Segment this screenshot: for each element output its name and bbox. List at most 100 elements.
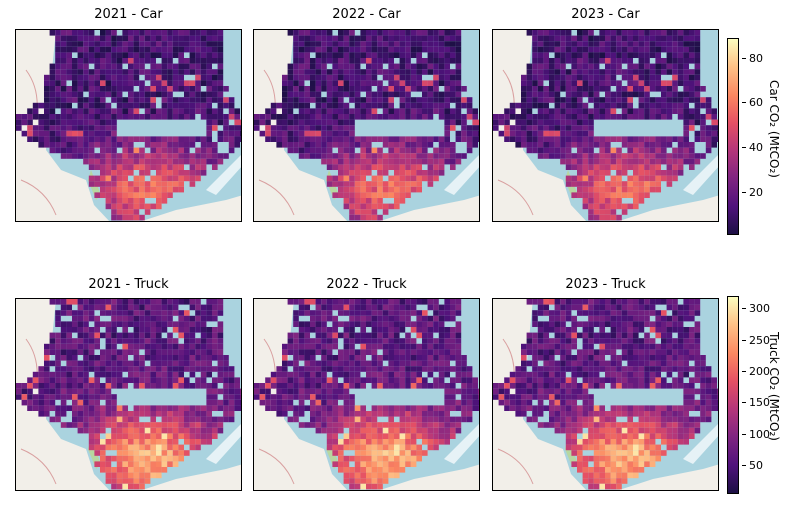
heat-cell: [206, 349, 212, 355]
heat-cell: [139, 483, 145, 490]
heat-cell: [599, 332, 605, 339]
heat-cell: [150, 108, 156, 114]
heat-cell: [377, 483, 383, 490]
heat-cell: [111, 349, 117, 355]
heat-cell: [122, 203, 128, 210]
heat-cell: [571, 371, 577, 378]
heat-cell: [571, 343, 577, 350]
heat-cell: [144, 97, 151, 103]
heat-cell: [649, 343, 656, 350]
heat-cell: [498, 119, 505, 126]
heat-cell: [105, 80, 112, 86]
heat-cell: [450, 119, 456, 126]
heat-cell: [200, 355, 207, 361]
heat-cell: [349, 170, 355, 176]
heat-cell: [677, 97, 684, 103]
heat-cell: [343, 203, 350, 210]
heat-cell: [293, 360, 299, 367]
heat-cell: [705, 102, 712, 109]
heat-cell: [560, 80, 566, 86]
heat-cell: [354, 411, 361, 417]
heat-cell: [315, 63, 322, 70]
heat-cell: [354, 439, 361, 445]
heat-cell: [394, 467, 400, 473]
heat-cell: [621, 86, 628, 92]
heat-cell: [450, 355, 456, 361]
heat-cell: [633, 371, 639, 378]
heat-cell: [633, 444, 639, 451]
map-panel-2022-car[interactable]: [253, 29, 480, 222]
heat-cell: [388, 299, 394, 305]
map-panel-2023-truck[interactable]: [492, 298, 719, 491]
heat-cell: [655, 349, 661, 355]
heat-cell: [212, 119, 218, 126]
heat-cell: [217, 153, 224, 159]
heat-cell: [610, 349, 617, 355]
heat-cell: [549, 80, 555, 86]
heat-cell: [60, 383, 67, 389]
heat-cell: [156, 377, 162, 383]
heat-cell: [582, 198, 589, 204]
heat-cell: [366, 209, 372, 215]
heat-cell: [422, 416, 428, 423]
heat-cell: [366, 102, 372, 109]
heat-cell: [100, 80, 106, 86]
heat-cell: [72, 399, 78, 406]
heat-cell: [366, 35, 372, 42]
map-panel-2021-car[interactable]: [15, 29, 242, 222]
heat-cell: [616, 147, 622, 154]
heat-cell: [150, 377, 156, 383]
heat-cell: [655, 52, 661, 58]
basemap-island: [444, 424, 479, 464]
heat-cell: [532, 130, 538, 137]
map-panel-2023-car[interactable]: [492, 29, 719, 222]
heat-cell: [326, 147, 333, 154]
heat-cell: [571, 366, 577, 372]
heat-cell: [582, 299, 589, 305]
heat-cell: [593, 80, 600, 86]
heatmap-2022-truck: [254, 299, 479, 490]
heat-cell: [354, 383, 361, 389]
heat-cell: [450, 394, 456, 400]
heat-cell: [560, 377, 566, 383]
heat-cell: [599, 304, 605, 311]
heat-cell: [582, 175, 589, 182]
heat-cell: [55, 80, 61, 86]
heat-cell: [360, 310, 366, 316]
heat-cell: [638, 439, 645, 445]
heat-cell: [694, 158, 701, 165]
heat-cell: [655, 147, 661, 154]
heat-cell: [582, 321, 589, 327]
heat-cell: [455, 343, 462, 350]
heat-cell: [655, 170, 661, 176]
map-panel-2022-truck[interactable]: [253, 298, 480, 491]
heat-cell: [189, 58, 196, 64]
heat-cell: [206, 108, 212, 114]
heat-cell: [133, 304, 140, 311]
heat-cell: [338, 422, 344, 428]
heat-cell: [638, 310, 645, 316]
heat-cell: [633, 63, 639, 70]
map-panel-2021-truck[interactable]: [15, 298, 242, 491]
heat-cell: [49, 80, 56, 86]
heat-cell: [416, 35, 422, 42]
heat-cell: [282, 130, 288, 137]
heat-cell: [433, 433, 439, 439]
heat-cell: [509, 130, 516, 137]
heat-cell: [105, 405, 112, 411]
heat-cell: [100, 388, 106, 395]
heat-cell: [515, 136, 521, 142]
heat-cell: [156, 153, 162, 159]
heat-cell: [394, 181, 400, 187]
heat-cell: [655, 63, 661, 70]
heat-cell: [416, 41, 422, 47]
heat-cell: [532, 405, 538, 411]
heat-cell: [427, 58, 434, 64]
heat-cell: [705, 136, 712, 142]
heat-cell: [416, 405, 422, 411]
heat-cell: [577, 86, 583, 92]
heat-cell: [156, 383, 162, 389]
heat-cell: [565, 142, 572, 148]
heat-cell: [627, 349, 633, 355]
heat-cell: [599, 108, 605, 114]
